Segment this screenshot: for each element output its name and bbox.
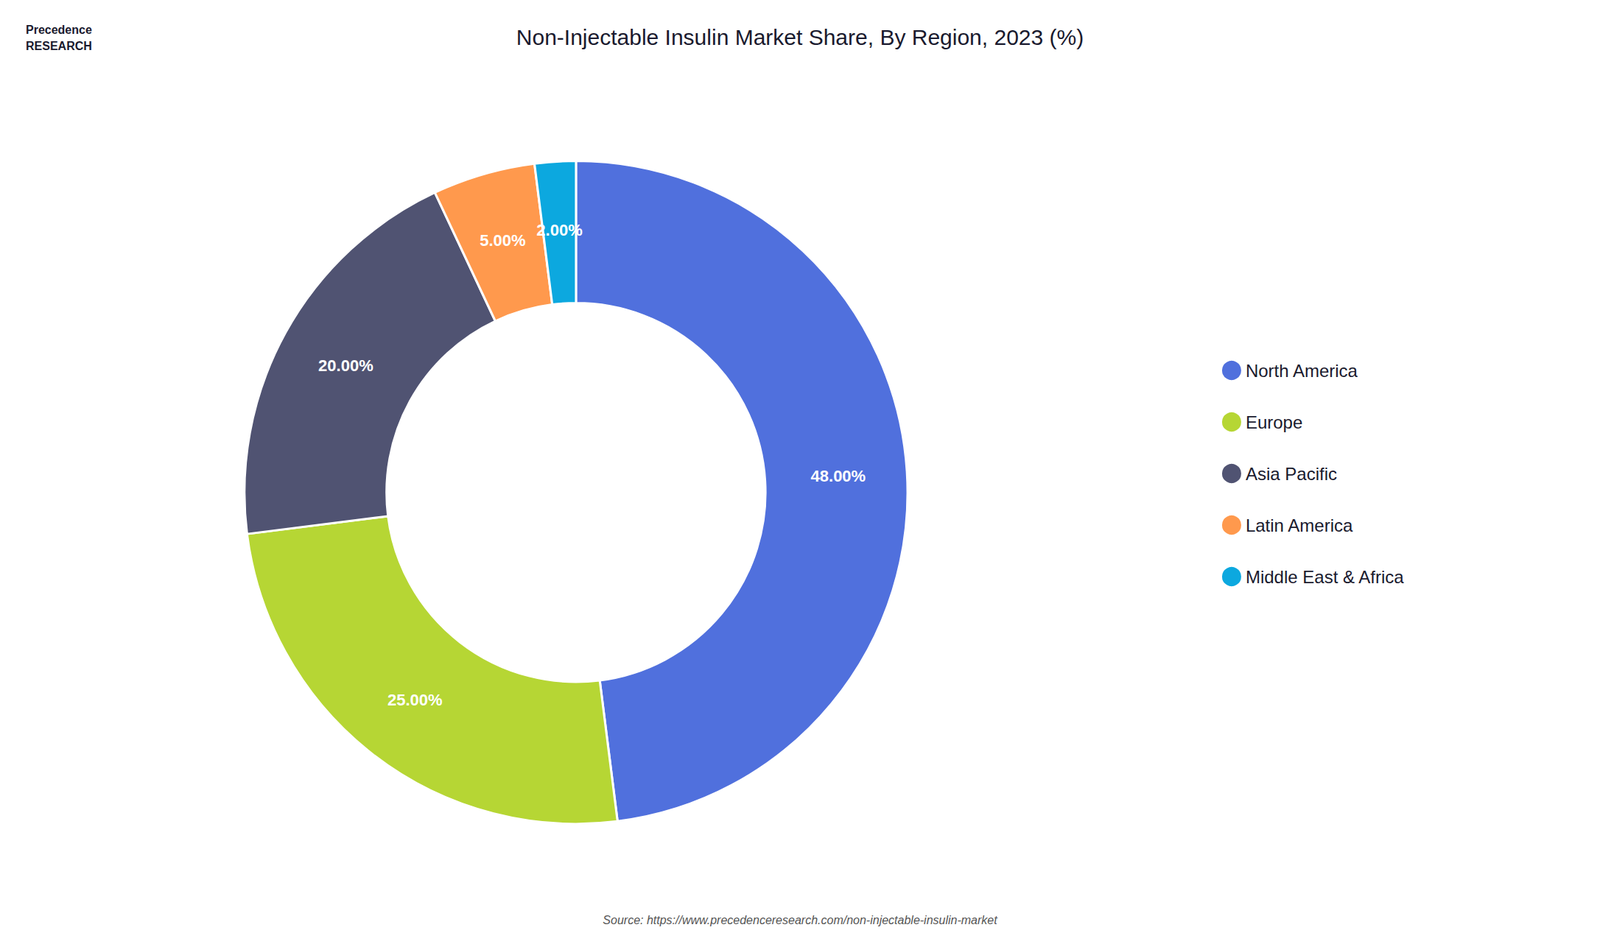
svg-text:25.00%: 25.00% — [387, 690, 443, 710]
svg-text:Latin America: Latin America — [1245, 515, 1354, 536]
svg-text:48.00%: 48.00% — [811, 467, 867, 486]
svg-text:2.00%: 2.00% — [536, 220, 582, 240]
svg-text:Europe: Europe — [1245, 412, 1303, 433]
svg-text:5.00%: 5.00% — [479, 231, 526, 250]
svg-text:Source: https://www.precedence: Source: https://www.precedenceresearch.c… — [602, 914, 998, 927]
svg-text:North America: North America — [1245, 360, 1359, 381]
svg-text:Asia Pacific: Asia Pacific — [1245, 464, 1338, 484]
svg-text:Precedence: Precedence — [25, 23, 93, 37]
svg-text:20.00%: 20.00% — [318, 356, 374, 375]
svg-text:RESEARCH: RESEARCH — [25, 39, 93, 53]
svg-text:Non-Injectable Insulin Market: Non-Injectable Insulin Market Share, By … — [516, 25, 1084, 50]
svg-text:Middle East & Africa: Middle East & Africa — [1245, 567, 1405, 588]
